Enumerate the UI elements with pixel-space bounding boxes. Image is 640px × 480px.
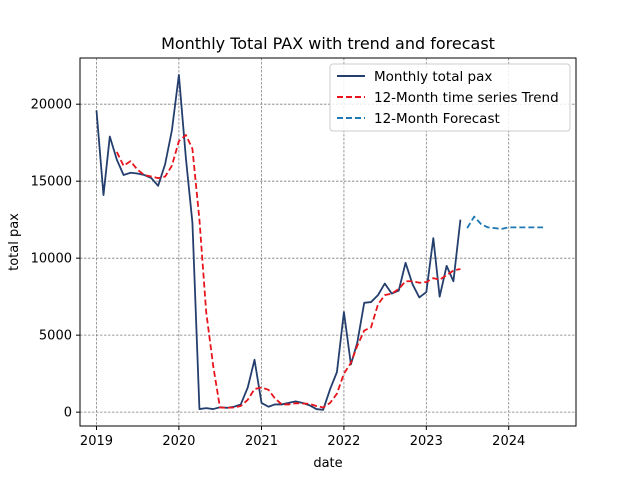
plot-lines: [95, 74, 544, 411]
legend-label-monthly-total-pax: Monthly total pax: [374, 69, 492, 85]
chart-title: Monthly Total PAX with trend and forecas…: [161, 34, 495, 53]
y-tick-label-5000: 5000: [39, 329, 72, 344]
x-tick-label-2022: 2022: [327, 434, 360, 449]
legend-label-trend: 12-Month time series Trend: [374, 90, 559, 106]
series-forecast: [466, 215, 544, 230]
y-tick-label-15000: 15000: [31, 175, 72, 190]
y-axis-label: total pax: [7, 213, 22, 271]
plot-frame: [79, 57, 577, 427]
series-monthly-total-pax: [95, 74, 462, 411]
x-axis-label: date: [313, 456, 342, 471]
x-tick-label-2019: 2019: [80, 434, 113, 449]
legend-label-forecast: 12-Month Forecast: [374, 111, 500, 127]
x-tick-label-2024: 2024: [492, 434, 525, 449]
y-tick-label-0: 0: [64, 406, 72, 421]
legend-box: [329, 63, 571, 132]
series-trend: [115, 134, 461, 409]
x-tick-label-2021: 2021: [245, 434, 278, 449]
legend: Monthly total pax 12-Month time series T…: [329, 63, 571, 132]
x-tick-label-2020: 2020: [162, 434, 195, 449]
x-tick-label-2023: 2023: [410, 434, 443, 449]
axis-ticks: 2019 2020 2021 2022 2023 2024 0 5000 10000 15000 2…: [31, 98, 526, 449]
y-tick-label-20000: 20000: [31, 98, 72, 113]
y-tick-label-10000: 10000: [31, 252, 72, 267]
